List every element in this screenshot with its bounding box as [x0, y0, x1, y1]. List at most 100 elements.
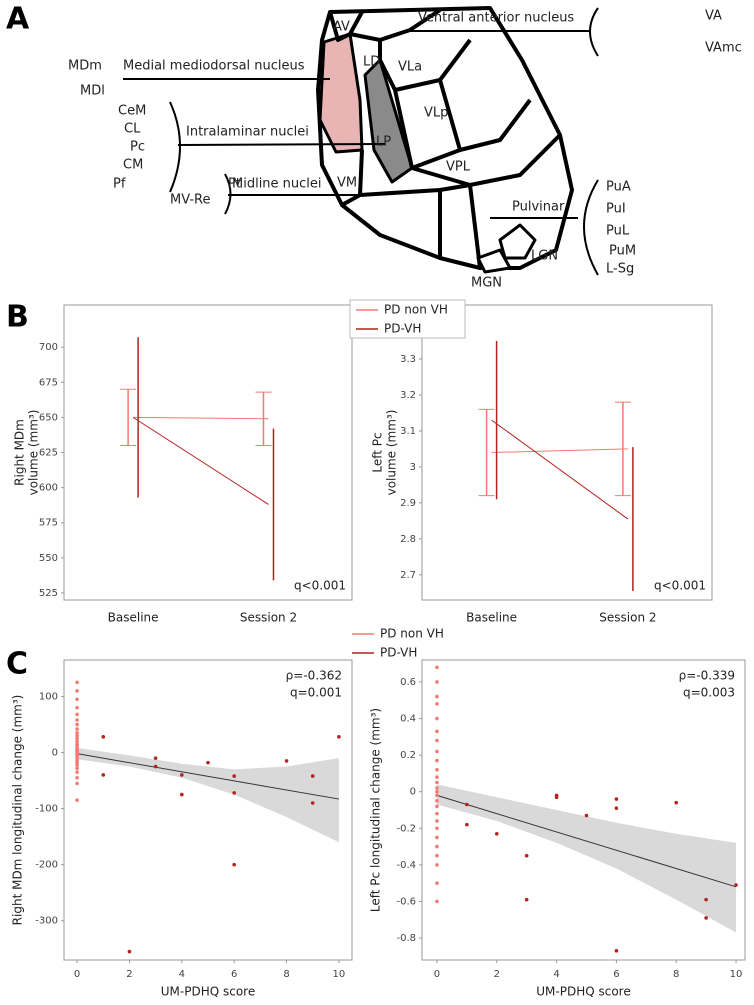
x-axis-label: UM-PDHQ score — [161, 985, 255, 999]
data-point — [232, 791, 236, 795]
data-point — [435, 835, 439, 840]
structure-label: VLa — [398, 60, 422, 75]
structure-label: VA — [705, 9, 722, 24]
y-tick-label: 2.9 — [400, 498, 416, 509]
structure-label: Midline nuclei — [232, 177, 322, 192]
data-point — [435, 819, 439, 823]
x-tick-label: Baseline — [466, 611, 517, 625]
structure-label: Pc — [130, 140, 145, 155]
data-point — [435, 789, 439, 794]
data-point — [75, 770, 79, 774]
y-tick-label: 575 — [39, 518, 58, 529]
y-axis-label: Left Pc longitudinal change (mm³) — [369, 708, 383, 912]
data-point — [337, 735, 341, 739]
data-point — [435, 680, 439, 684]
data-point — [524, 897, 529, 902]
data-point — [704, 916, 708, 920]
data-point — [614, 797, 619, 801]
annotation: q<0.001 — [294, 579, 346, 593]
series-line — [491, 448, 628, 453]
y-tick-label: 700 — [39, 342, 58, 353]
structure-label: AV — [333, 20, 350, 35]
x-tick-label: 8 — [673, 969, 679, 980]
panel-letter: C — [6, 647, 28, 682]
y-tick-label: 525 — [39, 588, 58, 599]
y-tick-label: -0.4 — [396, 860, 416, 871]
data-point — [465, 822, 469, 827]
x-tick-label: Session 2 — [599, 611, 656, 625]
error-bar — [255, 391, 272, 446]
structure-label: MDl — [80, 84, 105, 99]
x-tick-label: 6 — [613, 969, 619, 980]
annotation: q=0.003 — [683, 686, 735, 700]
x-axis-label: UM-PDHQ score — [536, 985, 630, 999]
structure-label: Pulvinar — [512, 200, 565, 215]
structure-label: LP — [376, 135, 391, 150]
series-line — [132, 416, 269, 505]
y-tick-label: 625 — [39, 448, 58, 459]
data-point — [75, 766, 79, 771]
data-point — [310, 801, 315, 805]
y-tick-label: 0 — [410, 787, 416, 798]
confidence-band — [436, 784, 737, 933]
annotation: q=0.001 — [290, 686, 342, 700]
x-tick-label: Session 2 — [240, 611, 297, 625]
y-tick-label: -100 — [35, 804, 58, 815]
panel-letter: B — [6, 300, 29, 335]
data-point — [75, 727, 79, 731]
y-tick-label: 675 — [39, 377, 58, 388]
structure-label: VM — [337, 176, 357, 191]
plot-frame — [63, 659, 353, 961]
x-tick-label: 4 — [553, 969, 559, 980]
series-line — [491, 419, 629, 520]
data-point — [127, 949, 132, 954]
plot-frame — [63, 304, 353, 601]
data-point — [435, 863, 439, 867]
data-point — [435, 729, 439, 734]
y-tick-label: 650 — [39, 412, 58, 423]
y-tick-label: -0.6 — [396, 896, 416, 907]
fit-line — [436, 794, 737, 888]
data-point — [524, 853, 529, 858]
y-tick-label: -300 — [35, 916, 58, 927]
y-tick-label: 3.3 — [400, 354, 416, 365]
structure-label: CeM — [118, 104, 146, 119]
y-tick-label: 3.2 — [400, 390, 416, 401]
thalamus-drawing — [316, 6, 574, 274]
data-point — [75, 722, 79, 727]
y-tick-label: 0.6 — [400, 677, 416, 688]
y-axis-label: Left Pc — [371, 432, 385, 472]
y-axis-label: volume (mm³) — [385, 410, 399, 496]
data-point — [75, 731, 79, 735]
data-point — [614, 806, 619, 810]
x-tick-label: 10 — [730, 969, 743, 980]
data-point — [435, 853, 439, 858]
data-point — [180, 792, 184, 797]
data-point — [153, 756, 158, 760]
data-point — [435, 804, 439, 809]
structure-label: PuM — [609, 244, 636, 259]
structure-label: Pt — [228, 177, 241, 192]
legend-frame — [349, 299, 466, 339]
annotation: ρ=-0.339 — [679, 669, 735, 683]
y-tick-label: 2.7 — [400, 570, 416, 581]
structure-label: MDm — [68, 59, 102, 74]
data-point — [75, 680, 79, 685]
data-point — [75, 763, 79, 767]
x-tick-label: Baseline — [108, 611, 159, 625]
data-point — [435, 716, 439, 721]
legend-label: PD non VH — [380, 627, 444, 641]
data-point — [284, 759, 289, 763]
structure-label: L-Sg — [606, 262, 634, 277]
data-point — [674, 800, 679, 805]
data-point — [704, 897, 708, 902]
x-tick-label: 2 — [494, 969, 500, 980]
data-point — [75, 712, 79, 717]
error-bar — [120, 388, 137, 446]
data-point — [435, 799, 439, 803]
y-tick-label: 0.2 — [400, 750, 416, 761]
data-point — [75, 781, 79, 786]
plot-frame — [421, 304, 713, 601]
annotation: q<0.001 — [654, 579, 706, 593]
data-point — [232, 862, 236, 867]
